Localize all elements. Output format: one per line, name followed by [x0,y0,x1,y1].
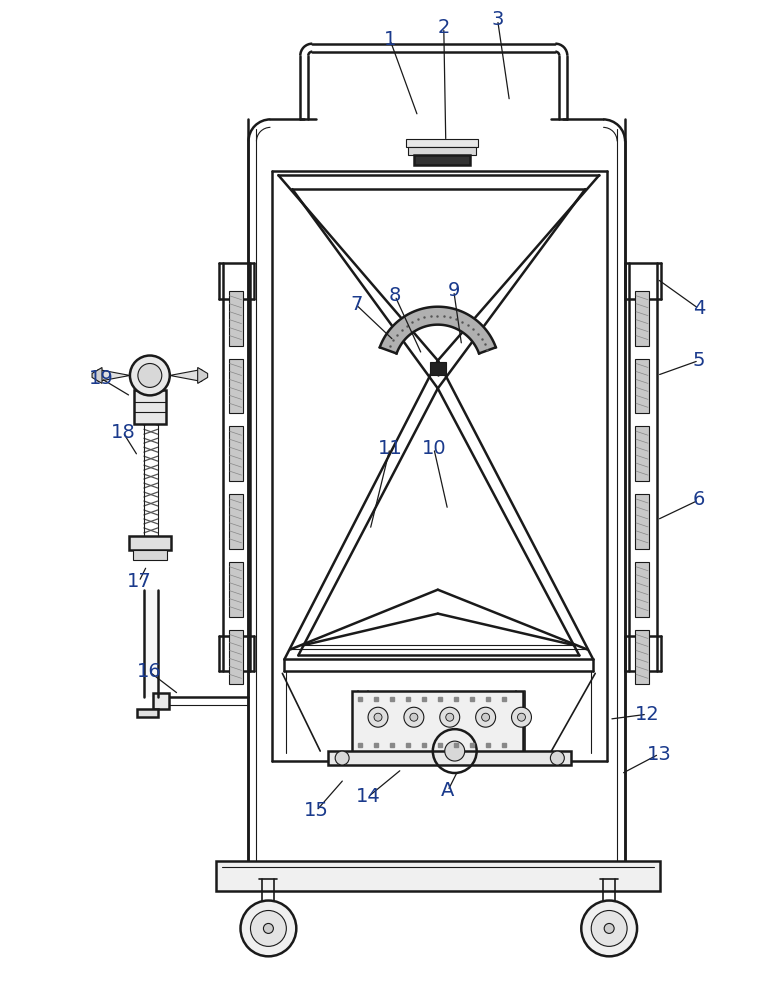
Text: 19: 19 [89,369,114,388]
Text: 6: 6 [693,490,705,509]
Bar [229,630,243,684]
Bar [635,359,649,413]
Circle shape [335,751,349,765]
Text: 14: 14 [356,787,381,806]
Bar [414,155,470,165]
Circle shape [240,901,296,956]
Circle shape [404,707,423,727]
Bar [328,751,571,765]
Circle shape [250,911,286,946]
Circle shape [374,713,382,721]
Circle shape [138,363,162,387]
Bar [129,536,171,550]
Text: 7: 7 [350,295,362,314]
Bar [229,359,243,413]
Bar [635,426,649,481]
Bar [229,562,243,617]
Text: 8: 8 [389,286,401,305]
Text: 2: 2 [438,18,450,37]
Polygon shape [198,367,208,383]
Circle shape [517,713,526,721]
Circle shape [445,741,465,761]
Text: 18: 18 [111,423,135,442]
Bar [229,426,243,481]
Text: 12: 12 [635,705,659,724]
Circle shape [481,713,490,721]
Polygon shape [98,369,130,381]
Polygon shape [144,590,158,697]
Circle shape [581,901,637,956]
Bar [352,691,523,753]
Circle shape [368,707,388,727]
Text: 3: 3 [491,10,504,29]
Circle shape [130,356,170,395]
Circle shape [591,911,627,946]
Bar [229,494,243,549]
Bar [635,562,649,617]
Text: 17: 17 [127,572,151,591]
Circle shape [604,923,614,933]
Text: 11: 11 [378,439,402,458]
Circle shape [263,923,273,933]
Circle shape [550,751,565,765]
Text: 9: 9 [448,281,460,300]
Text: 4: 4 [693,299,705,318]
Circle shape [511,707,532,727]
Bar [137,709,158,717]
Bar [133,550,167,560]
Circle shape [410,713,418,721]
Polygon shape [92,367,102,383]
Bar [635,291,649,346]
Text: 10: 10 [421,439,446,458]
Text: 16: 16 [137,662,161,681]
Circle shape [439,707,460,727]
Text: 15: 15 [304,801,329,820]
Bar [153,693,169,709]
Text: 13: 13 [646,745,671,764]
Bar [406,139,478,147]
Text: A: A [441,781,455,800]
Bar [229,291,243,346]
Circle shape [446,713,454,721]
Polygon shape [380,307,496,353]
Bar [635,630,649,684]
Text: 5: 5 [693,351,705,370]
Text: 1: 1 [384,30,396,49]
Bar [408,147,475,155]
Bar [430,362,446,375]
Polygon shape [170,369,201,381]
Bar [134,390,166,424]
Bar [216,861,660,891]
Bar [635,494,649,549]
Circle shape [475,707,496,727]
